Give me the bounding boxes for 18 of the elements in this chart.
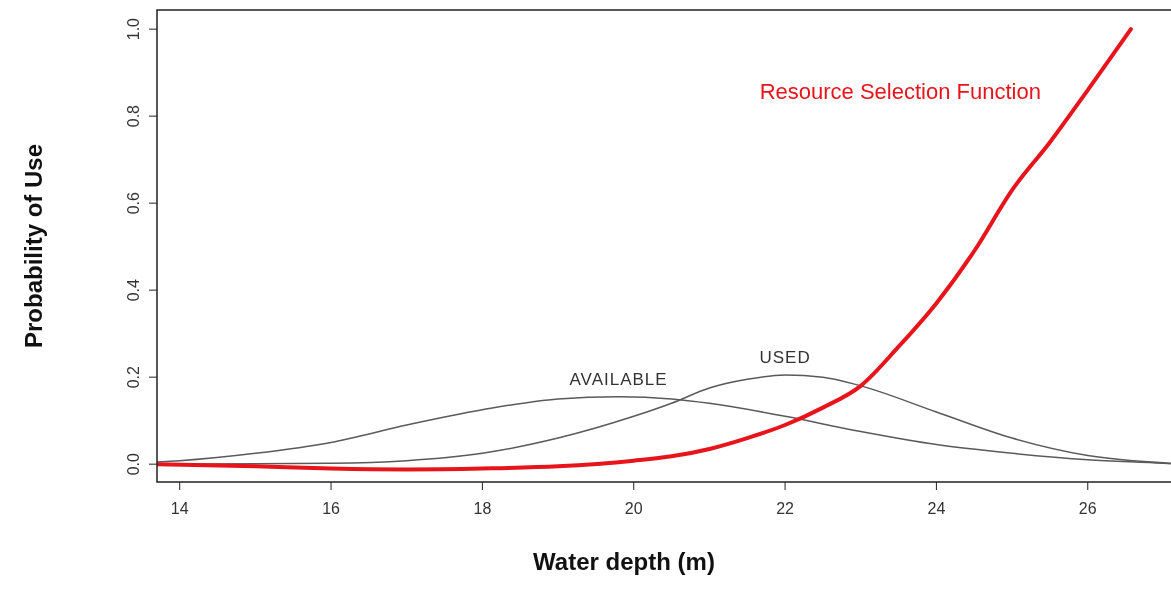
y-axis-title: Probability of Use (20, 143, 47, 349)
x-tick-label: 22 (776, 500, 795, 517)
y-tick-label: 0.6 (125, 191, 142, 215)
y-tick-label: 0.4 (125, 278, 142, 302)
x-tick-label: 14 (170, 500, 189, 517)
series-label: AVAILABLE (569, 369, 668, 389)
x-tick-label: 18 (473, 500, 492, 517)
x-tick-label: 26 (1078, 500, 1097, 517)
x-tick-label: 16 (322, 500, 341, 517)
series-label: USED (759, 347, 811, 367)
x-tick-label: 24 (927, 500, 946, 517)
x-tick-label: 20 (624, 500, 643, 517)
y-tick-label: 1.0 (125, 17, 142, 41)
y-tick-label: 0.0 (125, 452, 142, 476)
series-label: Resource Selection Function (759, 79, 1041, 105)
y-tick-label: 0.8 (125, 104, 142, 128)
y-tick-label: 0.2 (125, 365, 142, 389)
x-axis-title: Water depth (m) (533, 548, 715, 575)
